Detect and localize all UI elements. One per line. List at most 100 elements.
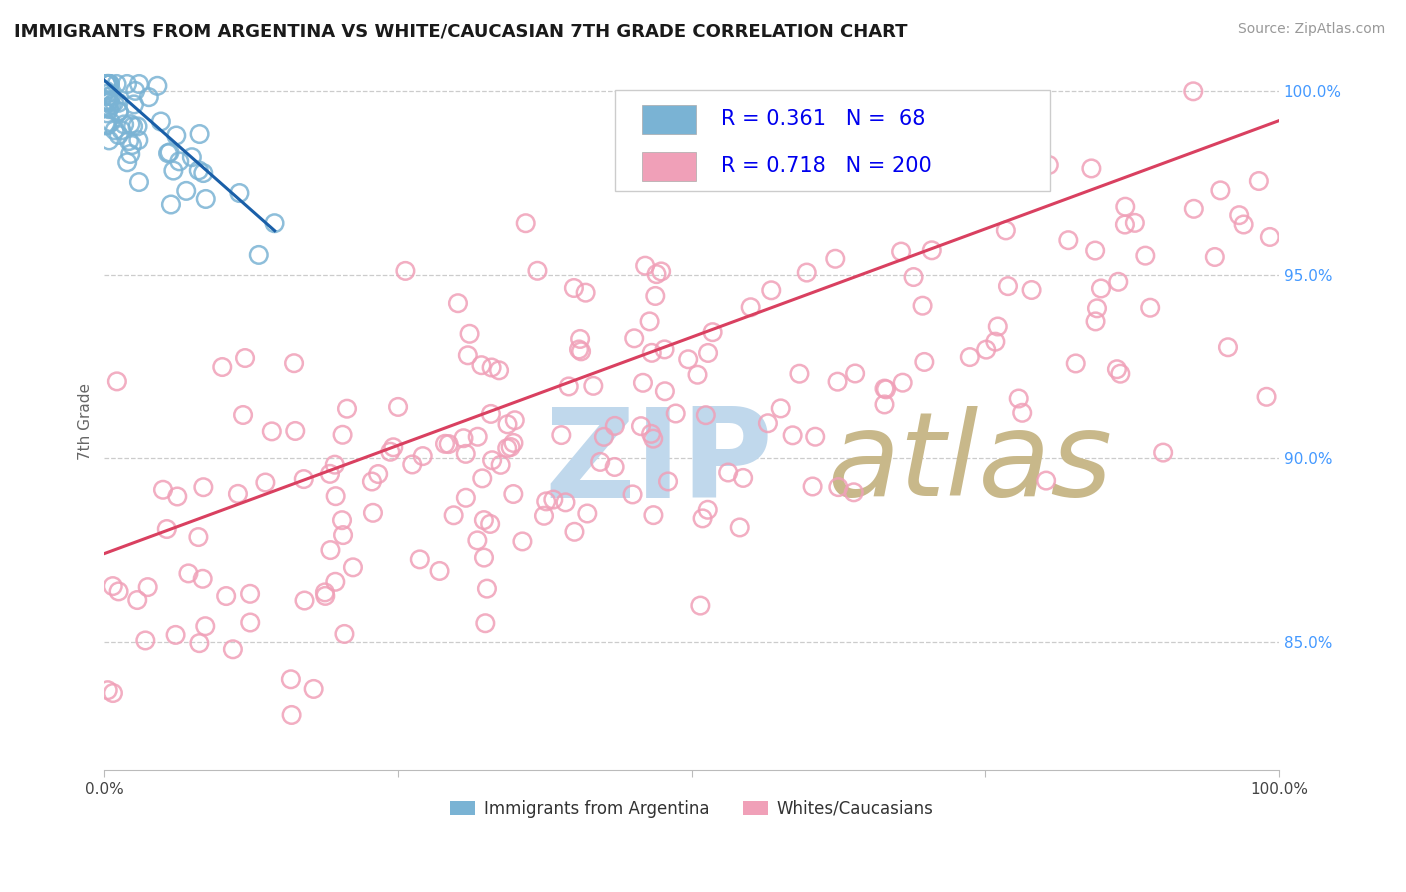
- Point: [96, 77, 118, 91]
- Point: [769, 401, 792, 416]
- Point: [569, 344, 592, 359]
- Point: [187, 163, 209, 178]
- Point: [128, 175, 150, 189]
- Point: [1084, 244, 1107, 258]
- Point: [342, 560, 364, 574]
- Point: [1021, 283, 1043, 297]
- Point: [728, 520, 751, 534]
- Point: [873, 382, 896, 396]
- Point: [1247, 174, 1270, 188]
- Point: [1182, 202, 1205, 216]
- Point: [239, 587, 262, 601]
- Point: [496, 441, 519, 455]
- Point: [169, 154, 191, 169]
- Point: [323, 574, 346, 589]
- Point: [1064, 356, 1087, 370]
- Point: [319, 543, 342, 558]
- Point: [187, 530, 209, 544]
- Point: [1114, 200, 1136, 214]
- Point: [97, 683, 120, 698]
- Point: [96, 93, 118, 107]
- Point: [134, 633, 156, 648]
- Text: R = 0.718   N = 200: R = 0.718 N = 200: [721, 156, 932, 177]
- Point: [564, 524, 586, 539]
- Point: [127, 120, 149, 134]
- Point: [558, 379, 581, 393]
- Point: [842, 485, 865, 500]
- Point: [1008, 392, 1031, 406]
- Point: [138, 90, 160, 104]
- Point: [987, 319, 1010, 334]
- Point: [188, 127, 211, 141]
- Point: [550, 428, 572, 442]
- Point: [97, 77, 120, 91]
- Point: [191, 572, 214, 586]
- Point: [124, 84, 146, 98]
- Point: [643, 432, 665, 446]
- Point: [515, 216, 537, 230]
- Point: [98, 77, 121, 91]
- Point: [638, 314, 661, 328]
- Point: [165, 628, 187, 642]
- Point: [314, 585, 336, 599]
- Point: [1011, 406, 1033, 420]
- Point: [98, 77, 121, 91]
- Text: IMMIGRANTS FROM ARGENTINA VS WHITE/CAUCASIAN 7TH GRADE CORRELATION CHART: IMMIGRANTS FROM ARGENTINA VS WHITE/CAUCA…: [14, 22, 907, 40]
- Point: [562, 281, 585, 295]
- Point: [959, 154, 981, 169]
- Point: [127, 593, 149, 607]
- Point: [472, 513, 495, 527]
- Point: [177, 566, 200, 581]
- Point: [1107, 275, 1129, 289]
- Point: [107, 584, 129, 599]
- Point: [120, 147, 142, 161]
- Point: [593, 430, 616, 444]
- Point: [122, 120, 145, 134]
- Point: [401, 458, 423, 472]
- Point: [1109, 367, 1132, 381]
- Point: [634, 259, 657, 273]
- Point: [657, 475, 679, 489]
- Point: [454, 447, 477, 461]
- Point: [911, 299, 934, 313]
- Point: [470, 358, 492, 372]
- Point: [696, 503, 718, 517]
- Legend: Immigrants from Argentina, Whites/Caucasians: Immigrants from Argentina, Whites/Caucas…: [444, 793, 939, 824]
- Point: [1216, 340, 1239, 354]
- Point: [453, 431, 475, 445]
- Point: [1209, 183, 1232, 197]
- Point: [367, 467, 389, 481]
- Point: [380, 444, 402, 458]
- Point: [631, 376, 654, 390]
- Point: [100, 88, 122, 103]
- Point: [623, 331, 645, 345]
- Point: [280, 673, 302, 687]
- Point: [569, 332, 592, 346]
- Point: [156, 522, 179, 536]
- Point: [146, 78, 169, 93]
- Point: [100, 115, 122, 129]
- Point: [974, 343, 997, 357]
- Point: [875, 382, 897, 396]
- Point: [533, 508, 555, 523]
- Point: [526, 264, 548, 278]
- Point: [467, 430, 489, 444]
- Point: [534, 494, 557, 508]
- Point: [152, 483, 174, 497]
- Point: [193, 166, 215, 180]
- Point: [575, 285, 598, 300]
- Point: [97, 95, 120, 109]
- Point: [1084, 314, 1107, 328]
- Point: [942, 106, 965, 120]
- Point: [1090, 281, 1112, 295]
- Point: [582, 379, 605, 393]
- Point: [97, 77, 120, 91]
- Point: [630, 419, 652, 434]
- Point: [174, 184, 197, 198]
- Point: [576, 507, 599, 521]
- Point: [827, 480, 849, 494]
- Point: [336, 401, 359, 416]
- Point: [467, 533, 489, 548]
- Point: [1258, 230, 1281, 244]
- Point: [107, 104, 129, 119]
